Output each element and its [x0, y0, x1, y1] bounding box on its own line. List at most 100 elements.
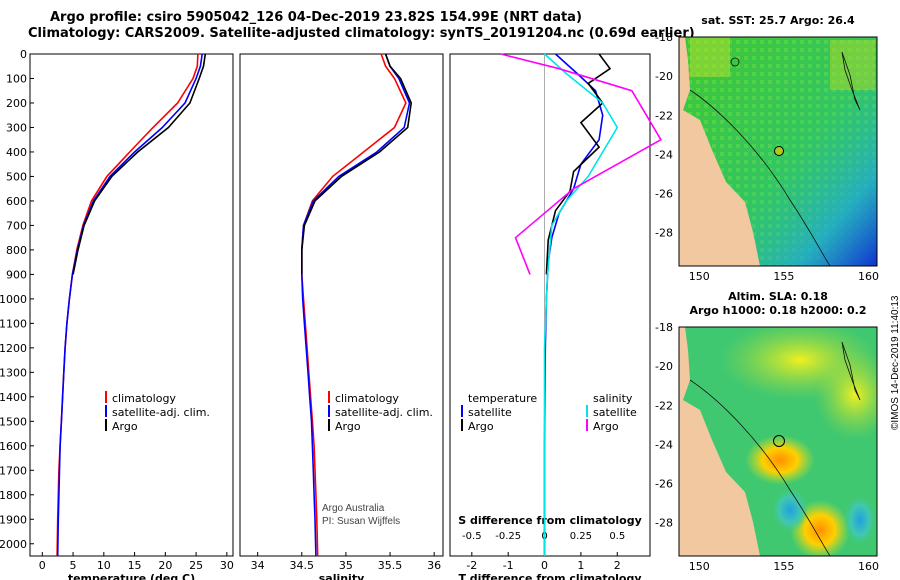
map-lon-tick-label: 160: [858, 560, 879, 573]
diff-legend: temperature satellite Argo salinity sate…: [461, 392, 637, 433]
temp-x-tick-label: 10: [97, 559, 111, 572]
diff-legend-temp-argo-label: Argo: [468, 420, 494, 433]
depth-tick-label: 0: [20, 48, 27, 61]
salinity-diff-tick-label: -0.5: [462, 531, 482, 542]
map-lat-tick-label: -22: [655, 399, 673, 412]
profile-title-line1: Argo profile: csiro 5905042_126 04-Dec-2…: [50, 10, 582, 25]
sst-map: [678, 36, 878, 267]
depth-tick-label: 1200: [0, 342, 27, 355]
diff-x-tick-label: 1: [577, 559, 584, 572]
sal-x-tick-label: 35: [339, 559, 353, 572]
temp-x-tick-label: 0: [39, 559, 46, 572]
depth-tick-label: 1600: [0, 440, 27, 453]
sla-argo-marker: [773, 435, 785, 447]
salinity-diff-tick-label: 0.5: [609, 531, 625, 542]
depth-tick-label: 900: [6, 268, 27, 281]
temp-x-axis-label: temperature (deg C): [68, 572, 195, 580]
salinity-diff-tick-label: -0.25: [495, 531, 521, 542]
depth-tick-label: 1300: [0, 366, 27, 379]
temp-legend-sat-label: satellite-adj. clim.: [112, 406, 210, 419]
sal-series-argo: [300, 53, 413, 275]
depth-tick-label: 800: [6, 244, 27, 257]
profile-title-line2: Climatology: CARS2009. Satellite-adjuste…: [28, 26, 695, 41]
temp-series-climatology: [56, 53, 199, 557]
temp-x-tick-label: 25: [189, 559, 203, 572]
depth-tick-label: 600: [6, 195, 27, 208]
sal-legend-clim-label: climatology: [335, 392, 399, 405]
diff-legend-sal-argo-label: Argo: [593, 420, 619, 433]
sal-x-tick-label: 35.5: [378, 559, 403, 572]
sal-x-tick-label: 34: [251, 559, 265, 572]
depth-tick-label: 1500: [0, 415, 27, 428]
sla-map: [678, 326, 878, 557]
depth-tick-label: 700: [6, 219, 27, 232]
sla-map-land: [679, 327, 760, 556]
diff-x-axis-label: T difference from climatology: [458, 572, 641, 580]
diff-series-temperature-satellite: [543, 53, 604, 556]
sal-series-climatology: [300, 53, 407, 557]
map-lat-tick-label: -20: [655, 70, 673, 83]
map-lon-tick-label: 155: [773, 560, 794, 573]
depth-tick-label: 500: [6, 170, 27, 183]
sal-x-axis-label: salinity: [319, 572, 365, 580]
diff-x-tick-label: -1: [503, 559, 514, 572]
depth-tick-label: 1000: [0, 293, 27, 306]
depth-tick-label: 2000: [0, 538, 27, 551]
depth-tick-label: 300: [6, 121, 27, 134]
credit-line2: PI: Susan Wijffels: [322, 516, 401, 527]
sal-plot-frame: [239, 53, 444, 557]
temp-series-argo: [72, 53, 207, 275]
map-lon-tick-label: 155: [773, 270, 794, 283]
diff-legend-sal-sat-label: satellite: [593, 406, 637, 419]
credit-line1: Argo Australia: [322, 503, 385, 514]
map-lat-tick-label: -18: [655, 31, 673, 44]
temp-legend-clim-label: climatology: [112, 392, 176, 405]
map-lon-tick-label: 150: [689, 270, 710, 283]
sla-map-subtitle: Argo h1000: 0.18 h2000: 0.2: [689, 304, 866, 317]
temp-x-tick-label: 15: [128, 559, 142, 572]
temp-legend-argo-label: Argo: [112, 420, 138, 433]
depth-tick-label: 400: [6, 146, 27, 159]
temp-legend: climatology satellite-adj. clim. Argo: [105, 391, 210, 433]
map-lat-tick-label: -18: [655, 321, 673, 334]
salinity-diff-axis-label: S difference from climatology: [458, 514, 642, 527]
sal-series-satellite-adj-clim-: [300, 53, 411, 557]
depth-tick-label: 100: [6, 72, 27, 85]
map-lat-tick-label: -22: [655, 109, 673, 122]
depth-tick-label: 1700: [0, 464, 27, 477]
diff-x-tick-label: -2: [466, 559, 477, 572]
sal-legend: climatology satellite-adj. clim. Argo: [328, 391, 433, 433]
sst-map-frame: [678, 36, 878, 267]
map-lat-tick-label: -20: [655, 360, 673, 373]
sla-map-title: Altim. SLA: 0.18: [728, 290, 828, 303]
diff-series-salinity-satellite: [543, 53, 619, 556]
map-lat-tick-label: -26: [655, 188, 673, 201]
map-lat-tick-label: -26: [655, 478, 673, 491]
diff-legend-sal-header: salinity: [593, 392, 633, 405]
temp-plot-frame: [29, 53, 234, 557]
map-lat-tick-label: -28: [655, 517, 673, 530]
temp-series-satellite-adj-clim-: [56, 53, 203, 557]
sst-map-title: sat. SST: 25.7 Argo: 26.4: [701, 14, 855, 27]
depth-tick-label: 200: [6, 97, 27, 110]
diff-legend-temp-header: temperature: [468, 392, 537, 405]
salinity-diff-tick-label: 0.25: [570, 531, 592, 542]
diff-x-tick-label: 0: [541, 559, 548, 572]
temp-x-tick-label: 5: [70, 559, 77, 572]
diff-plot-frame: [449, 53, 651, 557]
sal-x-tick-label: 36: [427, 559, 441, 572]
map-lat-tick-label: -24: [655, 438, 673, 451]
sal-legend-sat-label: satellite-adj. clim.: [335, 406, 433, 419]
imos-watermark: ©IMOS 14-Dec-2019 11:40:13: [890, 295, 900, 430]
sla-map-frame: [678, 326, 878, 557]
map-lat-tick-label: -28: [655, 227, 673, 240]
map-lat-tick-label: -24: [655, 148, 673, 161]
map-lon-tick-label: 150: [689, 560, 710, 573]
temp-x-tick-label: 20: [158, 559, 172, 572]
temp-x-tick-label: 30: [220, 559, 234, 572]
sst-map-land: [679, 37, 760, 266]
diff-series-salinity-argo: [500, 53, 663, 275]
map-lon-tick-label: 160: [858, 270, 879, 283]
sst-argo-marker: [774, 146, 784, 156]
